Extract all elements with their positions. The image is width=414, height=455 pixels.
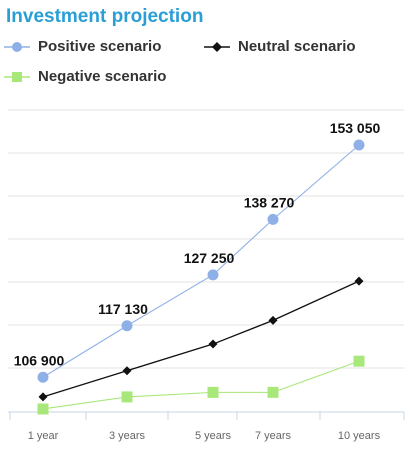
x-tick-label: 1 year — [28, 430, 59, 442]
legend-item-neutral[interactable]: Neutral scenario — [204, 38, 356, 55]
data-point[interactable] — [38, 392, 48, 402]
data-point[interactable] — [268, 315, 278, 325]
x-tick-labels: 1 year 3 years 5 years 7 years 10 years — [28, 430, 381, 442]
data-point[interactable] — [207, 269, 219, 281]
legend-item-negative[interactable]: Negative scenario — [4, 68, 166, 85]
x-tick-label: 7 years — [255, 430, 292, 442]
data-point[interactable] — [37, 403, 49, 415]
series-negative-scenario — [37, 355, 365, 415]
data-label: 138 270 — [244, 194, 295, 210]
data-point[interactable] — [353, 355, 365, 367]
data-label: 106 900 — [14, 352, 65, 368]
chart-title: Investment projection — [6, 6, 204, 27]
x-axis — [8, 411, 405, 420]
data-point[interactable] — [267, 213, 279, 225]
data-label: 127 250 — [184, 250, 235, 266]
series-group — [37, 139, 365, 415]
series-line — [42, 280, 360, 398]
x-tick-label: 10 years — [338, 430, 381, 442]
circle-marker-icon — [4, 41, 30, 52]
data-point[interactable] — [121, 320, 133, 332]
chart-legend: Positive scenario Neutral scenario Negat… — [0, 0, 414, 100]
data-point[interactable] — [121, 391, 133, 403]
data-point[interactable] — [207, 386, 219, 398]
series-neutral-scenario — [38, 276, 364, 402]
data-point[interactable] — [122, 366, 132, 376]
legend-label-neutral: Neutral scenario — [238, 38, 356, 55]
data-label: 153 050 — [330, 120, 381, 136]
data-point[interactable] — [37, 371, 49, 383]
data-point[interactable] — [353, 139, 365, 151]
legend-label-positive: Positive scenario — [38, 38, 162, 55]
grid-lines — [8, 109, 404, 369]
data-labels: 106 900 117 130 127 250 138 270 153 050 — [14, 120, 381, 368]
data-point[interactable] — [208, 339, 218, 349]
x-tick-label: 3 years — [109, 430, 146, 442]
square-marker-icon — [4, 71, 30, 82]
diamond-marker-icon — [204, 41, 230, 52]
data-point[interactable] — [354, 276, 364, 286]
series-positive-scenario — [37, 139, 365, 383]
x-tick-label: 5 years — [195, 430, 232, 442]
data-label: 117 130 — [98, 301, 148, 317]
legend-item-positive[interactable]: Positive scenario — [4, 38, 161, 55]
data-point[interactable] — [267, 386, 279, 398]
legend-label-negative: Negative scenario — [38, 68, 167, 85]
